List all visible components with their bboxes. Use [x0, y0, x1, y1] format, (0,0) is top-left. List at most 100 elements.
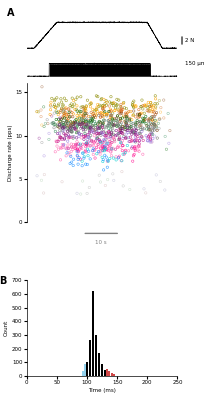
Point — [60, 120, 63, 127]
Point — [84, 126, 87, 133]
Point — [120, 108, 123, 114]
Point — [130, 138, 133, 144]
Point — [63, 136, 66, 142]
Point — [106, 134, 109, 140]
Point — [64, 145, 67, 152]
Point — [68, 109, 71, 116]
Point — [103, 111, 106, 118]
Point — [153, 110, 156, 116]
Point — [62, 121, 65, 128]
Point — [101, 103, 104, 109]
Point — [108, 103, 111, 109]
Point — [72, 120, 76, 127]
Point — [93, 147, 96, 153]
Point — [111, 100, 115, 106]
Point — [65, 146, 69, 152]
Point — [113, 107, 117, 113]
Point — [70, 148, 73, 155]
Point — [119, 144, 122, 150]
Point — [104, 132, 107, 139]
Point — [101, 139, 104, 146]
Point — [66, 125, 70, 131]
Point — [78, 154, 81, 161]
Point — [90, 115, 93, 122]
Point — [100, 142, 104, 148]
Point — [124, 135, 127, 142]
Point — [88, 101, 92, 107]
Point — [131, 127, 134, 134]
Point — [80, 104, 83, 110]
Point — [70, 129, 73, 135]
Point — [119, 103, 122, 110]
Point — [121, 135, 125, 142]
Point — [147, 108, 151, 115]
Point — [123, 114, 127, 120]
Point — [50, 120, 54, 126]
Point — [78, 108, 82, 114]
Point — [119, 130, 123, 136]
Point — [153, 106, 157, 112]
Point — [88, 135, 91, 141]
Point — [66, 120, 69, 126]
Point — [99, 140, 102, 146]
Point — [151, 117, 154, 123]
Point — [153, 133, 156, 139]
Point — [79, 144, 82, 150]
Point — [119, 115, 122, 122]
Point — [75, 147, 79, 154]
Point — [67, 115, 70, 122]
Point — [151, 116, 154, 123]
Point — [64, 131, 67, 138]
Point — [157, 120, 160, 126]
Point — [139, 130, 142, 137]
Point — [67, 106, 71, 112]
Point — [64, 132, 68, 139]
Point — [84, 148, 87, 155]
Point — [92, 151, 95, 158]
Point — [57, 109, 60, 115]
Point — [111, 116, 114, 122]
Point — [86, 161, 89, 168]
Point — [124, 147, 127, 154]
Point — [81, 162, 84, 169]
Point — [143, 103, 146, 109]
Point — [147, 116, 151, 122]
Point — [134, 122, 138, 128]
Point — [72, 120, 75, 126]
Point — [117, 136, 120, 143]
Point — [150, 102, 153, 108]
Point — [101, 104, 104, 110]
Point — [76, 152, 79, 159]
Point — [138, 130, 141, 136]
Point — [148, 126, 151, 132]
Bar — [111, 373, 113, 376]
Bar — [113, 374, 115, 376]
Point — [110, 114, 113, 120]
Point — [116, 120, 119, 127]
Point — [93, 112, 96, 119]
Bar — [89, 340, 91, 376]
Point — [69, 123, 72, 129]
Point — [74, 106, 78, 112]
Point — [65, 118, 68, 124]
Point — [67, 145, 70, 152]
Point — [72, 111, 75, 117]
Point — [98, 119, 102, 125]
Point — [71, 125, 74, 132]
Point — [51, 120, 54, 126]
Point — [84, 133, 87, 139]
Point — [110, 100, 113, 106]
Point — [116, 144, 119, 150]
Point — [149, 136, 152, 142]
Point — [145, 123, 149, 129]
Point — [64, 115, 68, 122]
Point — [68, 114, 71, 120]
Point — [91, 148, 94, 154]
Point — [90, 138, 93, 145]
Point — [59, 134, 62, 140]
Point — [82, 136, 85, 142]
Point — [105, 113, 108, 119]
Point — [79, 125, 82, 131]
Point — [85, 112, 88, 119]
Point — [54, 108, 58, 114]
